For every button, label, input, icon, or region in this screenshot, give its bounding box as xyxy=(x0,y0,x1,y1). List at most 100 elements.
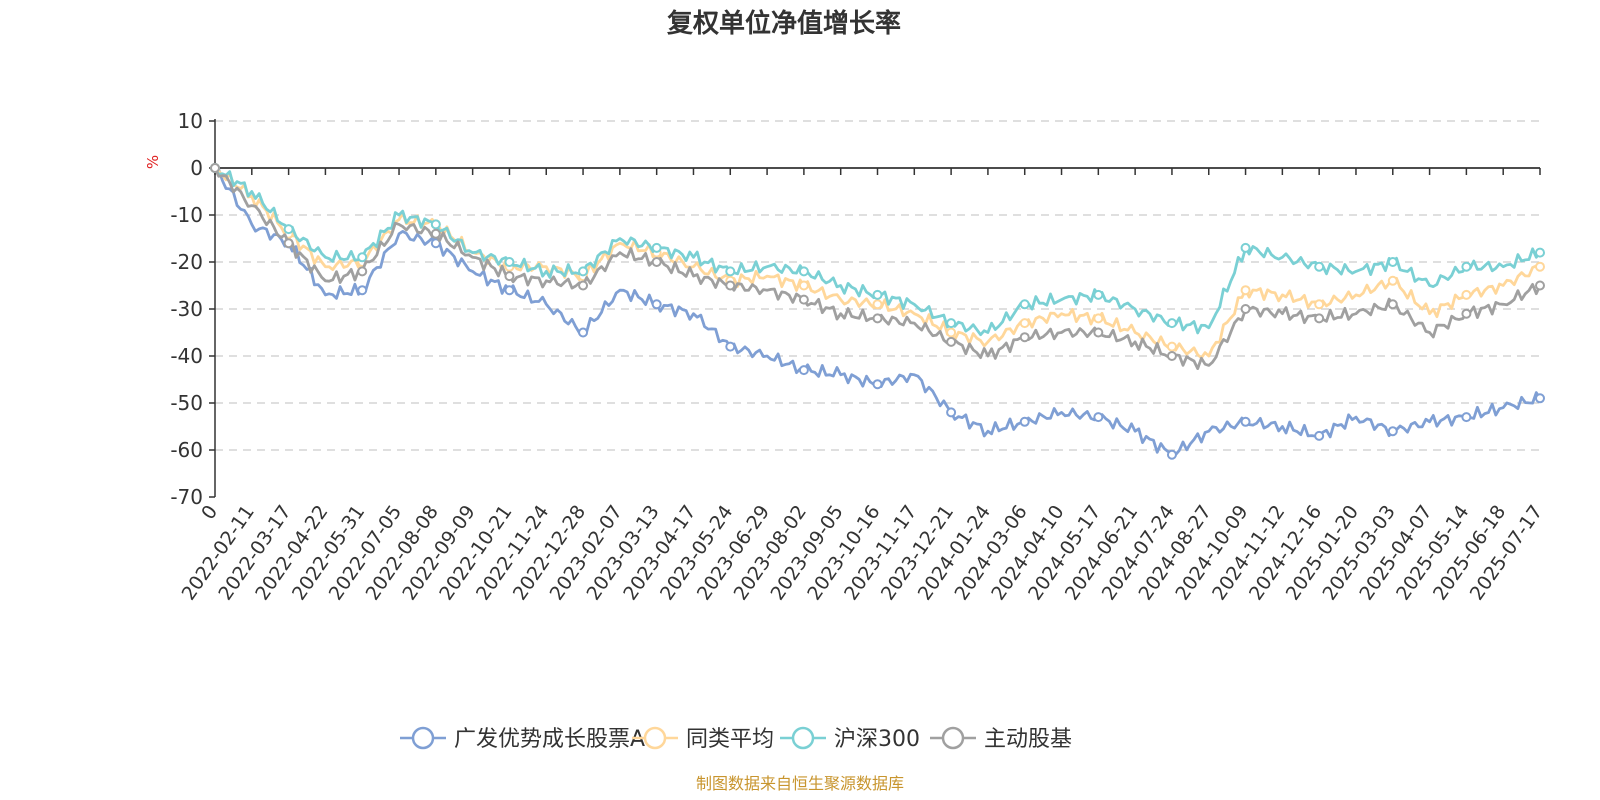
series-line xyxy=(213,167,1542,337)
data-point xyxy=(1093,313,1104,324)
data-point xyxy=(1019,318,1030,329)
series-line xyxy=(214,166,1541,360)
chart-title: 复权单位净值增长率 xyxy=(667,8,901,39)
data-point xyxy=(946,318,957,329)
data-point xyxy=(946,327,957,338)
data-point xyxy=(1166,318,1177,329)
legend-label: 广发优势成长股票A xyxy=(454,727,645,752)
data-point xyxy=(1093,289,1104,300)
data-point xyxy=(872,313,883,324)
legend-label: 沪深300 xyxy=(834,727,920,752)
data-point xyxy=(1387,299,1398,310)
data-point xyxy=(872,379,883,390)
source-note: 制图数据来自恒生聚源数据库 xyxy=(696,774,904,793)
data-point xyxy=(651,242,662,253)
y-tick-label: -60 xyxy=(170,438,203,462)
data-point xyxy=(1535,393,1545,404)
series-group xyxy=(210,163,1545,370)
data-point xyxy=(1019,416,1030,427)
data-point xyxy=(430,219,441,230)
data-point xyxy=(1535,261,1545,272)
data-point xyxy=(1314,430,1325,441)
data-point xyxy=(1314,261,1325,272)
data-point xyxy=(872,299,883,310)
data-point xyxy=(1093,412,1104,423)
data-point xyxy=(430,238,441,249)
data-point xyxy=(1019,332,1030,343)
legend-marker xyxy=(941,726,965,750)
data-point xyxy=(946,336,957,347)
y-tick-label: -40 xyxy=(170,344,203,368)
data-point xyxy=(357,285,368,296)
data-point xyxy=(651,257,662,267)
series-line xyxy=(214,166,1542,457)
data-point xyxy=(798,266,809,277)
data-point xyxy=(1240,242,1251,253)
data-point xyxy=(798,280,809,291)
legend: 广发优势成长股票A 同类平均 沪深300 主动股基 xyxy=(400,726,1072,752)
data-point xyxy=(1314,313,1325,324)
data-point xyxy=(504,285,515,296)
legend-item[interactable]: 广发优势成长股票A xyxy=(400,726,645,752)
legend-item[interactable]: 同类平均 xyxy=(632,726,774,752)
legend-item[interactable]: 沪深300 xyxy=(780,726,920,752)
data-point xyxy=(1387,275,1398,286)
data-point xyxy=(798,365,809,376)
y-tick-label: -70 xyxy=(170,485,203,509)
y-tick-label: -50 xyxy=(170,391,203,415)
data-point xyxy=(946,407,957,418)
x-tick-label: 0 xyxy=(197,501,222,524)
series-lines xyxy=(210,163,1545,460)
data-point xyxy=(357,252,368,263)
legend-marker xyxy=(643,726,667,750)
data-point xyxy=(798,294,809,305)
series-line xyxy=(213,167,1542,370)
data-point xyxy=(1461,412,1472,423)
data-point xyxy=(430,228,441,239)
y-axis-unit: % xyxy=(144,155,162,169)
data-point xyxy=(1019,299,1030,310)
y-tick-label: 0 xyxy=(190,156,203,180)
data-point xyxy=(1166,449,1177,460)
data-point xyxy=(357,266,368,277)
data-point xyxy=(1535,247,1545,258)
legend-label: 同类平均 xyxy=(686,727,774,752)
data-point xyxy=(1166,351,1177,361)
series-group xyxy=(210,163,1545,337)
data-point xyxy=(1240,285,1251,296)
data-point xyxy=(210,163,220,173)
data-point xyxy=(872,289,883,300)
data-point xyxy=(1461,308,1472,319)
data-point xyxy=(1240,416,1251,427)
data-point xyxy=(504,257,515,267)
data-point xyxy=(504,271,515,282)
y-tick-label: 10 xyxy=(178,109,203,133)
data-point xyxy=(1093,327,1104,338)
axes: 100-10-20-30-40-50-60-7002022-02-112022-… xyxy=(170,109,1547,604)
data-point xyxy=(1314,299,1325,310)
legend-marker xyxy=(411,726,435,750)
data-point xyxy=(578,327,589,338)
y-tick-label: -10 xyxy=(170,203,203,227)
data-point xyxy=(578,266,589,277)
y-tick-label: -20 xyxy=(170,250,203,274)
y-tick-label: -30 xyxy=(170,297,203,321)
data-point xyxy=(1461,261,1472,272)
data-point xyxy=(1240,304,1251,314)
data-point xyxy=(1461,289,1472,300)
data-point xyxy=(1166,341,1177,352)
legend-marker xyxy=(791,726,815,750)
data-point xyxy=(725,341,736,352)
series-group xyxy=(210,163,1545,360)
data-point xyxy=(283,224,294,235)
data-point xyxy=(1387,426,1398,437)
data-point xyxy=(725,280,736,291)
data-point xyxy=(578,280,589,291)
data-point xyxy=(1387,257,1398,267)
data-point xyxy=(651,299,662,310)
legend-label: 主动股基 xyxy=(984,727,1072,752)
legend-item[interactable]: 主动股基 xyxy=(930,726,1072,752)
data-point xyxy=(725,266,736,277)
data-point xyxy=(283,238,294,249)
